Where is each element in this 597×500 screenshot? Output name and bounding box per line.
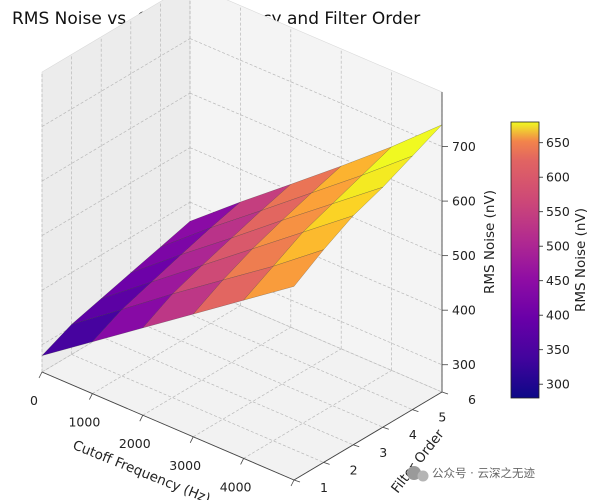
y-tick-label: 3: [379, 445, 387, 460]
wechat-icon-bubble: [417, 470, 429, 482]
y-tick: [353, 444, 360, 448]
surface-patch: [243, 249, 325, 301]
grid-line: [160, 301, 413, 410]
y-axis-label: Filter Order: [388, 426, 448, 496]
colorbar-tick-label: 600: [546, 170, 570, 185]
grid-line: [142, 326, 291, 416]
x-tick: [189, 436, 194, 443]
y-tick-label: 1: [320, 480, 328, 495]
y-tick: [382, 426, 389, 430]
axis-lines: [41, 92, 443, 481]
watermark-text: 公众号 · 云深之无迹: [432, 466, 535, 480]
colorbar-tick-label: 500: [546, 239, 570, 254]
z-tick-label: 500: [452, 248, 476, 263]
x-axis-line: [41, 371, 295, 481]
axis-ticks: 0100020003000400050001234563004005006007…: [30, 139, 476, 495]
colorbar-label: RMS Noise (nV): [573, 208, 589, 312]
grid-line: [71, 354, 324, 463]
x-tick-label: 1000: [68, 415, 100, 430]
colorbar-gradient: [510, 121, 540, 399]
colorbar-tick-label: 650: [546, 135, 570, 150]
grid-line: [130, 318, 383, 428]
y-tick: [441, 391, 449, 395]
z-tick-label: 400: [452, 303, 476, 318]
x-tick-label: 0: [30, 393, 38, 408]
x-tick: [89, 393, 93, 400]
colorbar: 300 350 400 450 500 550 600 650 RMS Noise (nV): [510, 121, 589, 399]
colorbar-tick-label: 350: [546, 342, 570, 357]
y-tick-label: 2: [350, 462, 358, 477]
grid-line: [193, 348, 342, 438]
surface: [41, 124, 443, 356]
watermark: 公众号 · 云深之无迹: [407, 466, 535, 482]
grid-line: [189, 38, 443, 147]
grid-line: [101, 336, 354, 446]
x-tick: [38, 371, 43, 379]
grid-line: [189, 92, 443, 202]
y-tick-label: 4: [409, 427, 417, 442]
z-tick-label: 700: [452, 139, 476, 154]
z-axis-label: RMS Noise (nV): [482, 190, 498, 294]
x-tick-label: 2000: [119, 436, 151, 451]
y-tick: [293, 479, 301, 483]
grid-line: [41, 92, 191, 182]
y-axis-line: [293, 391, 443, 481]
grid-line: [41, 38, 191, 127]
colorbar-tick-label: 550: [546, 204, 570, 219]
grid-line: [92, 305, 241, 394]
colorbar-tick-label: 450: [546, 273, 570, 288]
z-tick-label: 600: [452, 194, 476, 209]
wechat-icon: [407, 466, 421, 480]
grid-line: [243, 370, 392, 459]
grid-line: [41, 201, 191, 291]
colorbar-tick-label: 400: [546, 308, 570, 323]
x-tick: [290, 479, 295, 487]
grid-line: [41, 147, 191, 236]
y-tick-label: 5: [438, 410, 446, 425]
y-tick-label: 6: [468, 392, 476, 407]
x-tick-label: 4000: [220, 479, 252, 494]
z-tick-label: 300: [452, 357, 476, 372]
colorbar-tick-label: 300: [546, 377, 570, 392]
colorbar-ticks: 300 350 400 450 500 550 600 650: [539, 135, 570, 392]
y-tick: [412, 409, 419, 412]
x-tick: [240, 458, 244, 465]
y-tick: [323, 462, 330, 465]
x-tick: [139, 415, 144, 422]
x-tick-label: 3000: [169, 458, 201, 473]
